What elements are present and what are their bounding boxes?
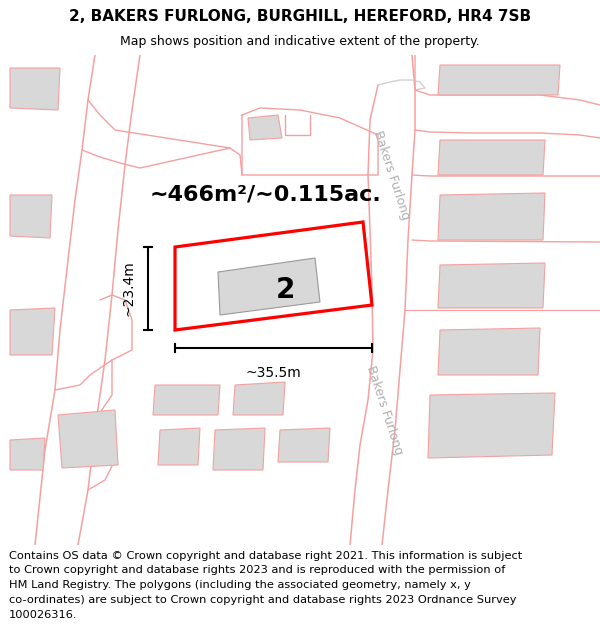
Text: ~23.4m: ~23.4m	[122, 261, 136, 316]
Polygon shape	[158, 428, 200, 465]
Text: Map shows position and indicative extent of the property.: Map shows position and indicative extent…	[120, 35, 480, 48]
Polygon shape	[438, 140, 545, 175]
Text: 2, BAKERS FURLONG, BURGHILL, HEREFORD, HR4 7SB: 2, BAKERS FURLONG, BURGHILL, HEREFORD, H…	[69, 9, 531, 24]
Text: to Crown copyright and database rights 2023 and is reproduced with the permissio: to Crown copyright and database rights 2…	[9, 566, 505, 576]
Text: co-ordinates) are subject to Crown copyright and database rights 2023 Ordnance S: co-ordinates) are subject to Crown copyr…	[9, 595, 517, 605]
Polygon shape	[58, 410, 118, 468]
Polygon shape	[438, 193, 545, 240]
Polygon shape	[10, 68, 60, 110]
Text: Contains OS data © Crown copyright and database right 2021. This information is : Contains OS data © Crown copyright and d…	[9, 551, 522, 561]
Polygon shape	[213, 428, 265, 470]
Polygon shape	[438, 65, 560, 95]
Text: Bakers Furlong: Bakers Furlong	[364, 364, 406, 456]
Text: Bakers Furlong: Bakers Furlong	[371, 129, 413, 221]
Polygon shape	[428, 393, 555, 458]
Polygon shape	[248, 115, 282, 140]
Text: HM Land Registry. The polygons (including the associated geometry, namely x, y: HM Land Registry. The polygons (includin…	[9, 580, 471, 590]
Polygon shape	[438, 263, 545, 308]
Polygon shape	[438, 328, 540, 375]
Polygon shape	[233, 382, 285, 415]
Polygon shape	[10, 308, 55, 355]
Polygon shape	[10, 195, 52, 238]
Polygon shape	[278, 428, 330, 462]
Text: 2: 2	[275, 276, 295, 304]
Polygon shape	[153, 385, 220, 415]
Text: 100026316.: 100026316.	[9, 610, 77, 620]
Text: ~466m²/~0.115ac.: ~466m²/~0.115ac.	[149, 185, 381, 205]
Polygon shape	[218, 258, 320, 315]
Polygon shape	[10, 438, 45, 470]
Text: ~35.5m: ~35.5m	[245, 366, 301, 380]
